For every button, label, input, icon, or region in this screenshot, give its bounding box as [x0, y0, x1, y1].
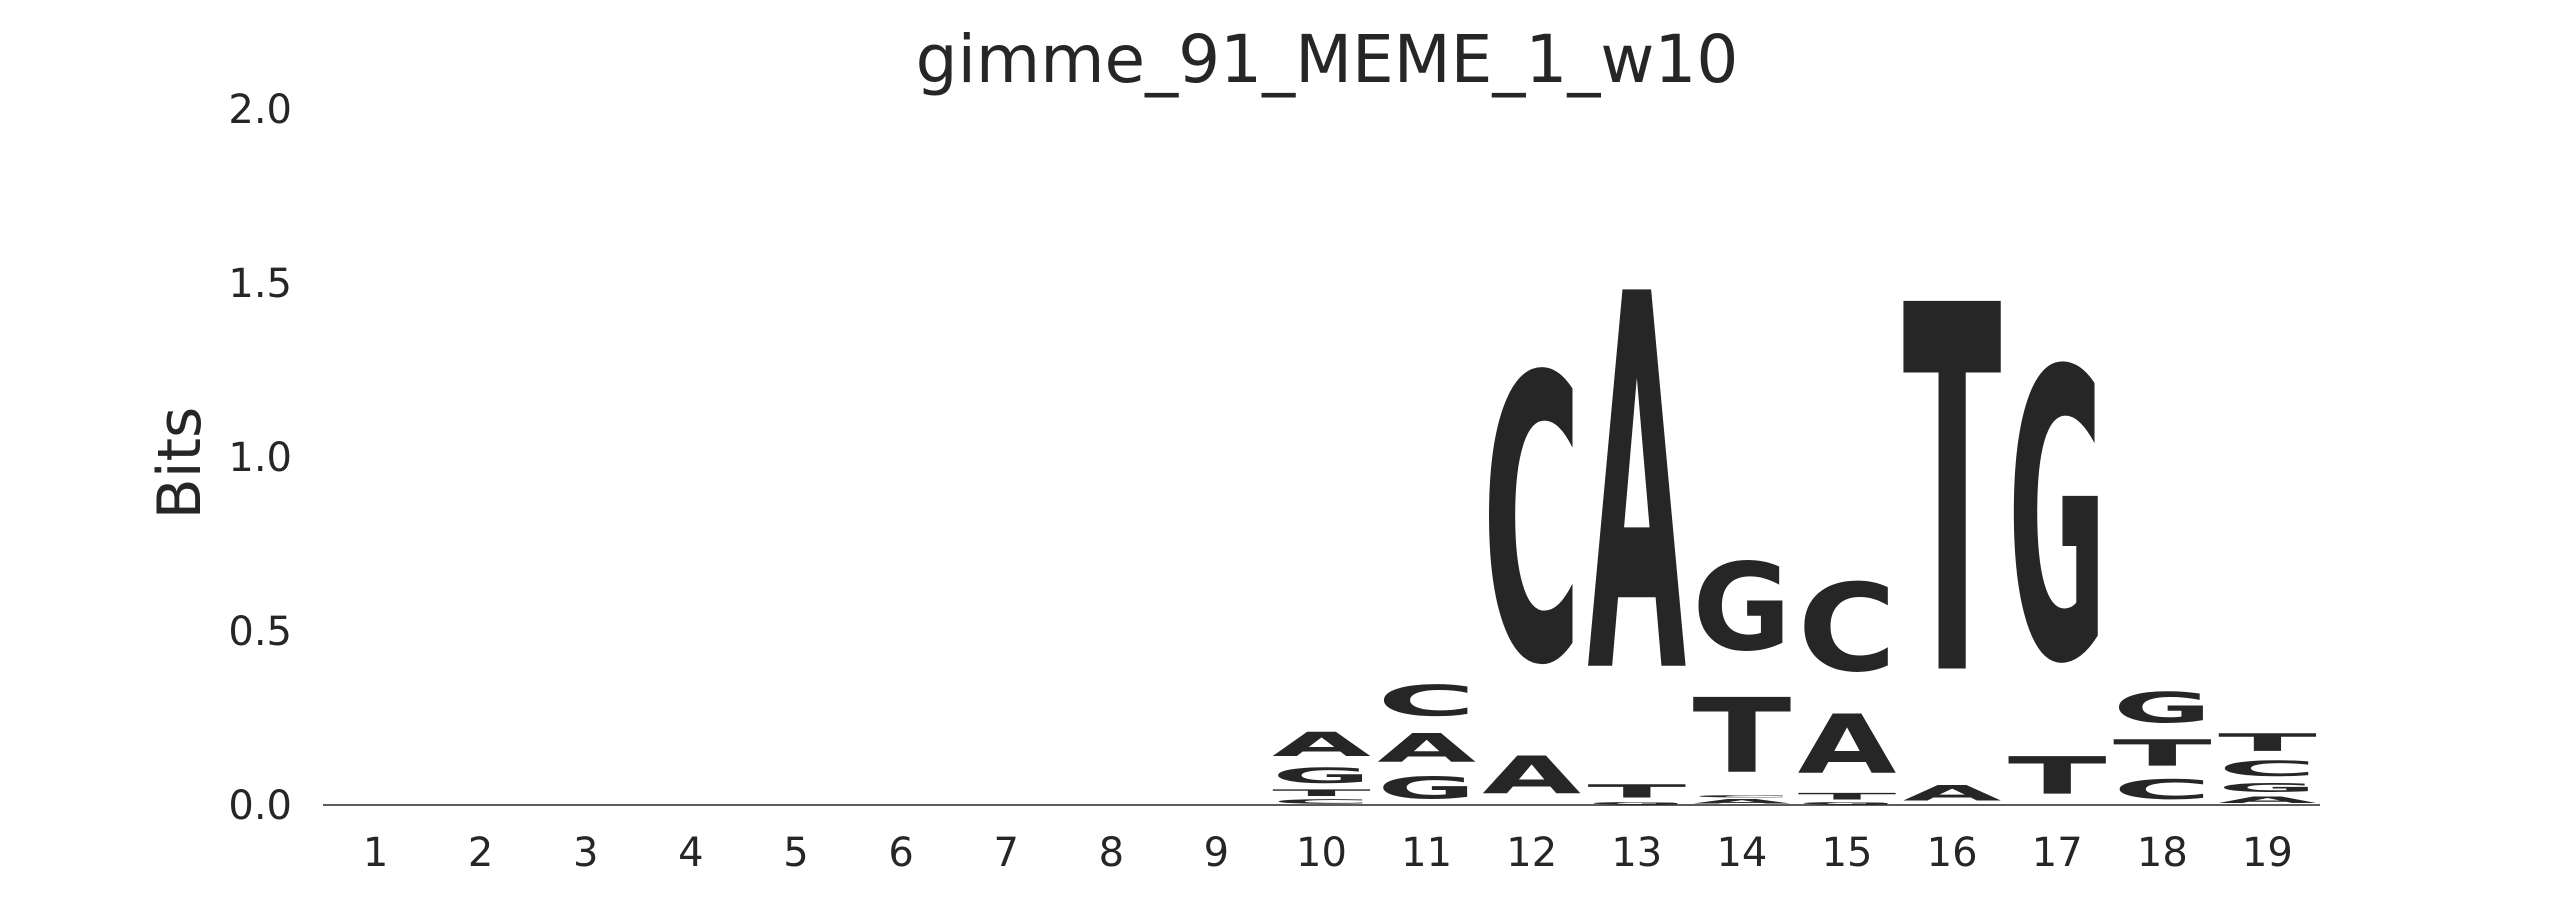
y-tick-label: 0.5 [228, 609, 292, 655]
x-axis-ticks: 1 2 3 4 5 6 7 8 9 10 11 12 13 14 15 16 17 18 19 [363, 830, 2293, 876]
x-tick-label: 19 [2242, 830, 2293, 876]
logo-letter-T: T [1798, 791, 1897, 802]
logo-letter-G: G [1377, 770, 1476, 805]
logo-letter-A: A [1693, 798, 1792, 805]
logo-letter-C: C [2113, 774, 2212, 806]
logo-letter-T: T [1587, 781, 1686, 802]
logo-letter-G: G [1693, 538, 1792, 678]
logo-letter-G: G [1272, 764, 1371, 788]
logo-letter-A: A [1272, 725, 1371, 764]
logo-letter-T: T [2218, 729, 2317, 757]
x-tick-label: 1 [363, 830, 388, 876]
x-tick-label: 13 [1611, 830, 1662, 876]
x-tick-label: 6 [888, 830, 913, 876]
y-axis-ticks: 0.0 0.5 1.0 1.5 2.0 [228, 87, 292, 829]
x-tick-label: 16 [1927, 830, 1978, 876]
x-tick-label: 18 [2137, 830, 2188, 876]
logo-letter-T: T [2113, 732, 2212, 774]
logo-letter-A: A [1903, 781, 2002, 806]
chart-title: gimme_91_MEME_1_w10 [916, 21, 1739, 98]
y-tick-label: 1.0 [228, 435, 292, 481]
logo-letter-T: T [1272, 788, 1371, 799]
x-tick-label: 4 [678, 830, 703, 876]
x-tick-label: 15 [1822, 830, 1873, 876]
logo-letter-C: C [1693, 795, 1792, 798]
logo-letter-C: C [1377, 676, 1476, 726]
logo-letter-G: G [2008, 289, 2107, 752]
logo-letter-G: G [2113, 684, 2212, 733]
x-tick-label: 12 [1506, 830, 1557, 876]
y-tick-label: 2.0 [228, 87, 292, 133]
x-tick-label: 9 [1204, 830, 1229, 876]
logo-letter-A: A [1482, 746, 1581, 806]
x-tick-label: 2 [468, 830, 493, 876]
x-tick-label: 5 [783, 830, 808, 876]
y-tick-label: 1.5 [228, 261, 292, 307]
logo-letter-A: A [1587, 187, 1687, 788]
y-tick-label: 0.0 [228, 783, 292, 829]
logo-letter-C: C [1272, 798, 1371, 805]
logo-letter-G: G [1798, 802, 1897, 806]
x-tick-label: 17 [2032, 830, 2083, 876]
x-tick-label: 11 [1401, 830, 1452, 876]
logo-letter-A: A [1798, 698, 1897, 792]
logo-letter-T: T [1693, 676, 1792, 796]
x-tick-label: 3 [573, 830, 598, 876]
x-tick-label: 8 [1099, 830, 1124, 876]
logo-letter-T: T [1903, 202, 2003, 788]
y-axis-label: Bits [145, 407, 215, 520]
x-tick-label: 10 [1296, 830, 1347, 876]
logo-letter-A: A [1377, 725, 1476, 771]
logo-letter-G: G [2218, 781, 2317, 795]
logo-letter-G: G [1587, 802, 1686, 806]
logo-letter-C: C [1482, 296, 1581, 752]
x-tick-label: 7 [993, 830, 1018, 876]
logo-letter-T: T [2008, 746, 2107, 806]
logo-letter-C: C [1798, 559, 1897, 700]
x-tick-label: 14 [1716, 830, 1767, 876]
logo-letter-A: A [2218, 795, 2317, 806]
logo-letter-C: C [2218, 756, 2317, 781]
